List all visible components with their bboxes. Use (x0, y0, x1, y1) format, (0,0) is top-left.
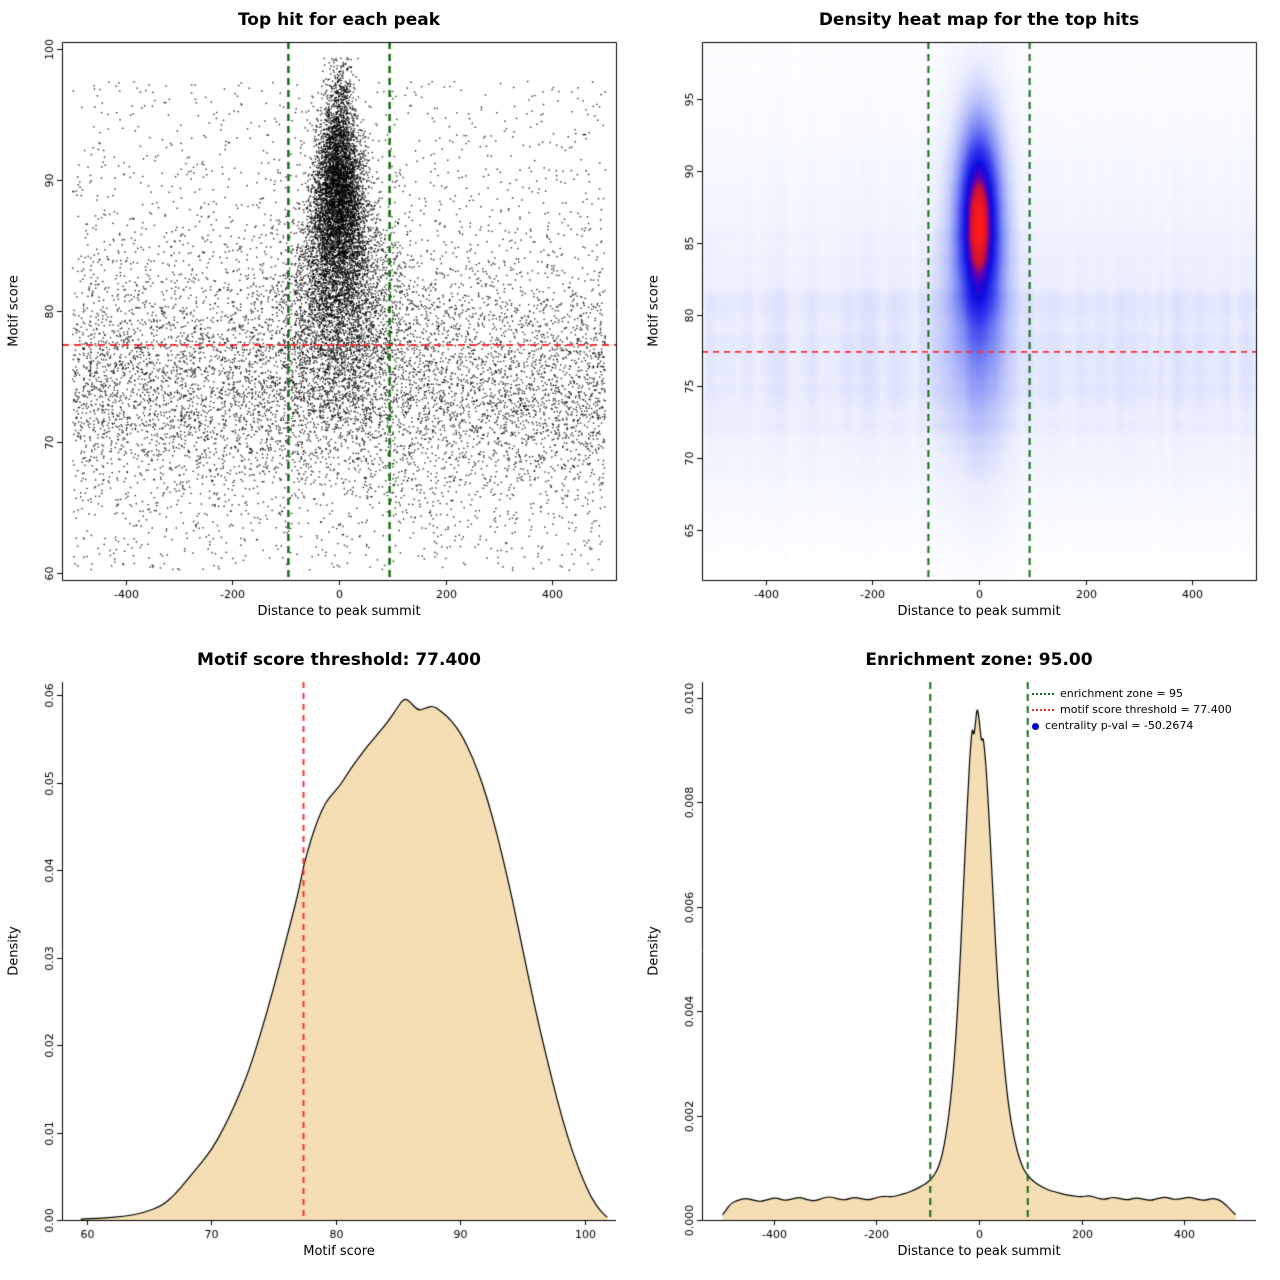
panel-enrichment-zone-density: Enrichment zone: 95.00 Distance to peak … (640, 640, 1280, 1280)
motif-score-density-canvas (0, 640, 640, 1280)
y-axis-label: Motif score (6, 275, 22, 347)
y-axis-label: Density (646, 926, 662, 976)
green-dotted-line-swatch (1032, 693, 1054, 695)
x-axis-label: Distance to peak summit (897, 1244, 1061, 1259)
distance-density-canvas (640, 640, 1280, 1280)
panel-motif-score-density: Motif score threshold: 77.400 Motif scor… (0, 640, 640, 1280)
legend-item-centrality-pval: centrality p-val = -50.2674 (1032, 718, 1232, 734)
chart-title: Motif score threshold: 77.400 (197, 650, 481, 670)
legend: enrichment zone = 95 motif score thresho… (1032, 686, 1232, 734)
panel-density-heatmap: Density heat map for the top hits Distan… (640, 0, 1280, 640)
legend-item-motif-score-threshold: motif score threshold = 77.400 (1032, 702, 1232, 718)
panel-top-hit-scatter: Top hit for each peak Distance to peak s… (0, 0, 640, 640)
legend-label: enrichment zone = 95 (1060, 687, 1184, 700)
heatmap-canvas (640, 0, 1280, 640)
y-axis-label: Motif score (646, 275, 662, 347)
x-axis-label: Motif score (303, 1244, 375, 1259)
chart-title: Density heat map for the top hits (818, 10, 1140, 30)
x-axis-label: Distance to peak summit (897, 604, 1061, 619)
legend-label: motif score threshold = 77.400 (1060, 703, 1232, 716)
scatter-canvas (0, 0, 640, 640)
x-axis-label: Distance to peak summit (257, 604, 421, 619)
legend-label: centrality p-val = -50.2674 (1045, 719, 1194, 732)
red-dotted-line-swatch (1032, 709, 1054, 711)
chart-title: Enrichment zone: 95.00 (865, 650, 1093, 670)
chart-title: Top hit for each peak (237, 10, 441, 30)
legend-item-enrichment-zone: enrichment zone = 95 (1032, 686, 1232, 702)
y-axis-label: Density (6, 926, 22, 976)
blue-dot-swatch (1032, 722, 1039, 730)
